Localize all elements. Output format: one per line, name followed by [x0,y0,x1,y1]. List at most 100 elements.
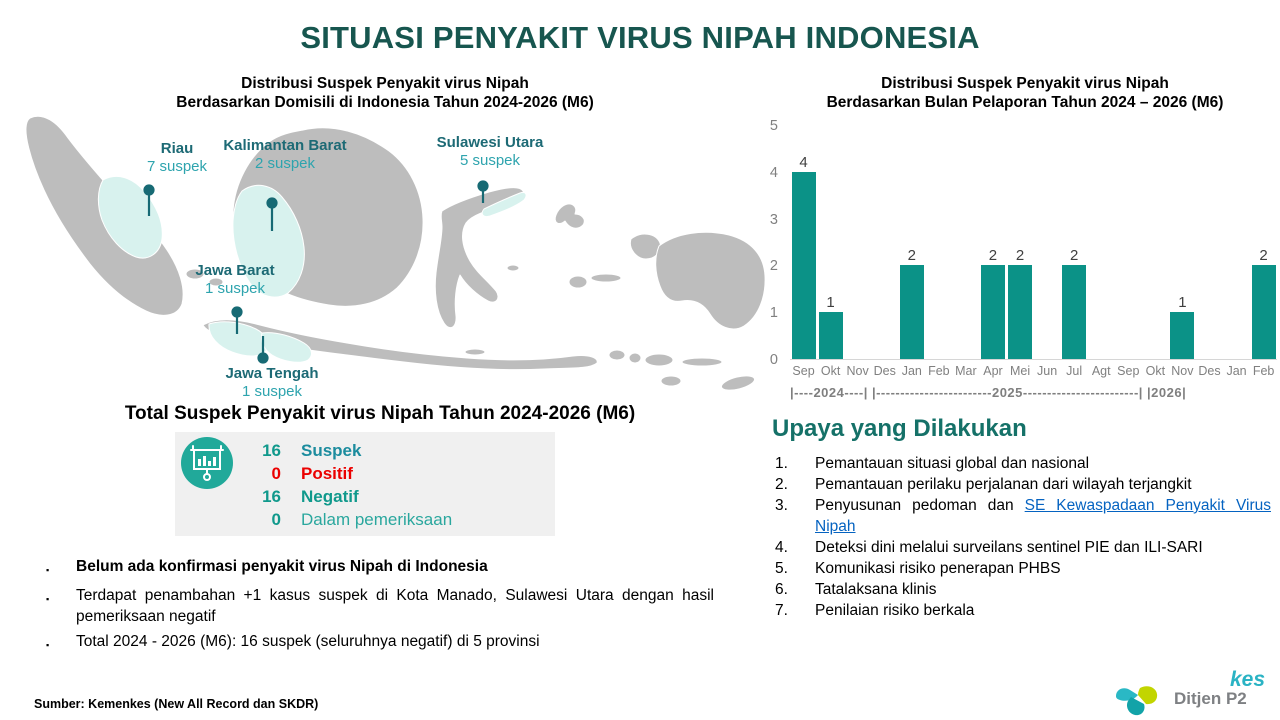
upaya-item-text: Penilaian risiko berkala [815,602,975,619]
island-lombok [628,352,642,364]
x-tick-label: Des [1198,364,1221,378]
province-riau-shape [97,176,163,259]
bullet-marker: ▪ [46,639,50,650]
ditjen-p2-label: Ditjen P2 [1174,689,1247,708]
upaya-item: 2. Pemantauan perilaku perjalanan dari wi… [775,474,1271,495]
province-count: 5 suspek [459,152,521,169]
bar [980,265,1005,359]
upaya-item: 3. Penyusunan pedoman dan SE Kewaspadaan … [775,495,1271,537]
province-name: Kalimantan Barat [223,137,347,154]
map-pin-jawa-tengah [257,336,269,364]
province-label: Jawa Tengah 1 suspek [172,365,372,401]
x-tick-label: Agt [1091,364,1111,378]
bar-value-label: 2 [907,247,916,265]
map-pin-kalimantan-barat [266,197,278,231]
se-kewaspadaan-link[interactable]: SE Kewaspadaan Penyakit Virus Nipah [815,497,1271,535]
bar [1008,265,1033,359]
province-count: 2 suspek [254,155,316,172]
province-label: Jawa Barat 1 suspek [135,262,335,298]
summary-row: 0 Dalam pemeriksaan [245,508,453,531]
bar-slot [1142,126,1169,359]
ditjen-p2-logo: kes Ditjen P2 [1110,658,1280,720]
island-banggai [506,264,520,272]
x-tick-label: Mei [1009,364,1031,378]
island-flores [681,357,723,367]
x-tick-label: Okt [820,364,841,378]
chart-year-axis: |----2024----| |------------------------… [790,385,1187,400]
chart-x-axis: Sep Okt Nov Des Jan Feb Mar Apr Mei Jun Jul Agt Sep O… [790,364,1277,378]
bar-slot [1088,126,1115,359]
y-tick-label: 2 [769,258,778,275]
bar-slot [871,126,898,359]
total-title: Total Suspek Penyakit virus Nipah Tahun … [124,403,636,424]
upaya-item-number: 1. [775,455,788,472]
x-tick-label: Sep [792,364,815,378]
bar [899,265,924,359]
province-label: Riau 7 suspek [77,140,277,176]
summary-row: 0 Positif [245,462,452,485]
bar-slot [1223,126,1250,359]
bullet-item: ▪ Total 2024 - 2026 (M6): 16 suspek (selu… [46,631,714,657]
province-kalimantan-barat-shape [232,184,305,298]
upaya-item: 1. Pemantauan situasi global dan nasional [775,453,1271,474]
x-tick-label: Jan [1226,364,1247,378]
bar [818,312,843,359]
x-tick-label: Jul [1066,364,1083,378]
bar-chart-title-line2: Berdasarkan Bulan Pelaporan Tahun 2024 –… [826,94,1224,111]
indonesia-map: Riau 7 suspek Kalimantan Barat 2 suspek Sula… [5,112,765,404]
map-chart-title-line2: Berdasarkan Domisili di Indonesia Tahun … [176,94,594,111]
bar-chart-title-line1: Distribusi Suspek Penyakit virus Nipah [881,75,1169,92]
province-name: Jawa Barat [195,262,275,279]
summary-value: 0 [271,510,281,529]
island-sumbawa [644,353,674,367]
summary-label: Positif [301,464,353,483]
bar [1062,265,1087,359]
x-tick-label: Nov [1171,364,1194,378]
upaya-item-number: 7. [775,602,788,619]
bar-slot: 4 [790,126,817,359]
province-count: 7 suspek [146,158,208,175]
summary-label: Dalam pemeriksaan [301,510,453,529]
upaya-item-number: 3. [775,497,788,514]
island-halmahera [554,203,585,229]
province-name: Sulawesi Utara [436,134,544,151]
upaya-item-number: 6. [775,581,788,598]
island-bangka [185,268,205,280]
summary-label: Suspek [301,441,362,460]
bar [1251,265,1276,359]
upaya-item-text: Pemantauan perilaku perjalanan dari wila… [815,476,1192,493]
bullet-item: ▪ Belum ada konfirmasi penyakit virus Nip… [46,556,714,582]
upaya-list: 1. Pemantauan situasi global dan nasional… [775,453,1271,621]
bar-slot: 2 [898,126,925,359]
map-chart-title: Distribusi Suspek Penyakit virus Nipah B… [60,74,710,112]
page-title: SITUASI PENYAKIT VIRUS NIPAH INDONESIA [300,20,980,55]
x-tick-label: Feb [1252,364,1275,378]
upaya-item: 7. Penilaian risiko berkala [775,600,1271,621]
map-pin-riau [143,184,155,216]
bar-slot: 2 [1007,126,1034,359]
bar-value-label: 4 [799,153,808,171]
x-tick-label: Jun [1037,364,1058,378]
upaya-item-text: Deteksi dini melalui surveilans sentinel… [815,539,1203,556]
bar-value-label: 1 [826,294,835,312]
kemenkes-watermark-fragment: kes [1230,668,1266,691]
province-name: Riau [160,140,194,157]
x-tick-label: Des [873,364,896,378]
indonesia-map-svg [25,115,765,391]
upaya-item-number: 2. [775,476,788,493]
island-seram [590,273,622,283]
bullet-text: Belum ada konfirmasi penyakit virus Nipa… [76,558,488,575]
island-madura [464,348,486,356]
bar-chart-title: Distribusi Suspek Penyakit virus Nipah B… [775,74,1275,112]
summary-box: 16 Suspek 0 Positif 16 Negatif 0 Dalam pemeriks… [175,432,555,536]
x-tick-label: Jan [901,364,922,378]
bar-slot: 1 [1169,126,1196,359]
key-points-list: ▪ Belum ada konfirmasi penyakit virus Nip… [46,556,714,659]
bar-slot [925,126,952,359]
upaya-item-text: Komunikasi risiko penerapan PHBS [815,560,1061,577]
bullet-item: ▪ Terdapat penambahan +1 kasus suspek di … [46,585,714,628]
summary-row: 16 Suspek [245,439,452,462]
y-tick-label: 4 [769,164,778,181]
x-tick-label: Nov [846,364,869,378]
summary-value: 16 [262,441,281,460]
